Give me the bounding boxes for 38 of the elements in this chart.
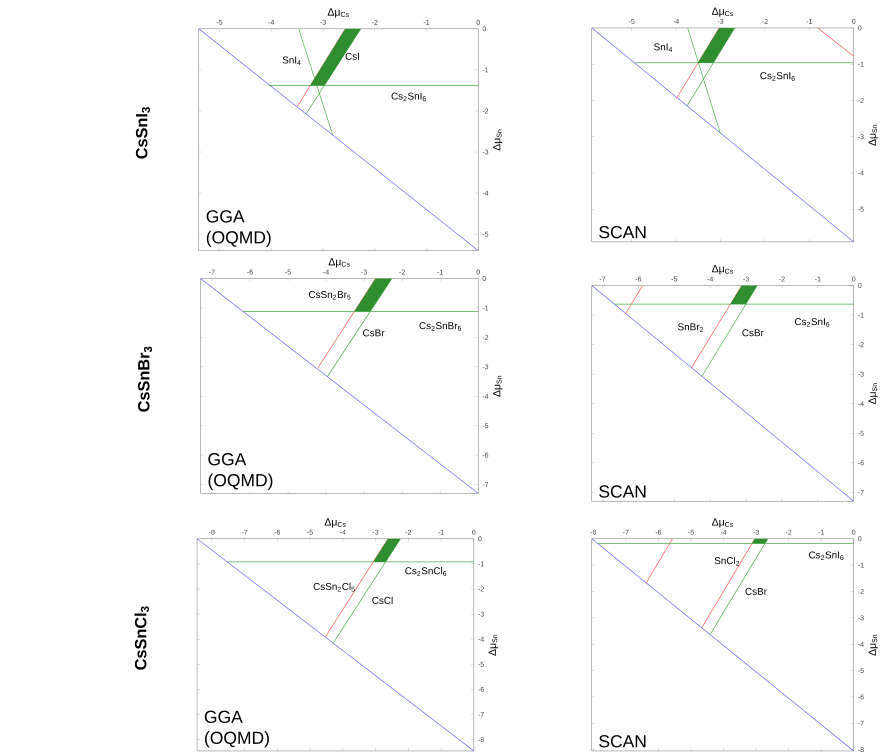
- x-axis-title: Δμ$_{Cs}$: [324, 518, 346, 528]
- annotation: SCAN: [599, 734, 646, 748]
- annotation: CsI: [346, 52, 359, 60]
- y-axis-title: Δμ$_{Sn}$: [868, 124, 878, 146]
- text: CsSnBr$_{3}$: [138, 346, 152, 412]
- y-axis-title: Δμ$_{Sn}$: [868, 634, 878, 656]
- y-axis-title: Δμ$_{Sn}$: [868, 383, 878, 404]
- y-axis-title: Δμ$_{Sn}$: [493, 129, 502, 150]
- x-axis-title: Δμ$_{Cs}$: [328, 8, 349, 18]
- annotation: Cs$_{2}$SnI$_{6}$: [809, 551, 844, 560]
- annotation: GGA (OQMD): [206, 210, 271, 247]
- y-axis-title: Δμ$_{Sn}$: [493, 376, 502, 397]
- annotation: SnI$_{4}$: [654, 43, 672, 52]
- annotation: CsSn$_{2}$Br$_{5}$: [308, 290, 351, 300]
- annotation: GGA (OQMD): [204, 710, 269, 748]
- annotation: SnI$_{4}$: [282, 56, 301, 65]
- x-axis-title: Δμ$_{Cs}$: [712, 264, 733, 274]
- annotation: CsBr: [363, 329, 384, 336]
- annotation: CsSn$_{2}$Cl$_{5}$: [314, 582, 355, 592]
- annotation: Cs$_{2}$SnI$_{6}$: [392, 92, 426, 101]
- annotation: CsBr: [742, 329, 764, 336]
- annotation: SCAN: [599, 226, 646, 238]
- annotation: CsCl: [372, 596, 393, 604]
- annotation: CsBr: [746, 588, 767, 595]
- annotation: Cs$_{2}$SnI$_{6}$: [760, 72, 795, 81]
- text: CsSnCl$_{3}$: [134, 606, 149, 670]
- x-axis-title: Δμ$_{Cs}$: [712, 518, 733, 528]
- text: CsSnI$_{3}$: [136, 106, 150, 158]
- y-axis-title: Δμ$_{Sn}$: [488, 634, 498, 656]
- annotation: Cs$_{2}$SnCl$_{6}$: [405, 566, 446, 576]
- annotation: Cs$_{2}$SnI$_{6}$: [794, 318, 830, 327]
- annotation: GGA (OQMD): [208, 452, 272, 490]
- annotation: Cs$_{2}$SnBr$_{6}$: [419, 322, 462, 331]
- x-axis-title: Δμ$_{Cs}$: [328, 258, 350, 268]
- annotation: SnBr$_{2}$: [678, 323, 704, 332]
- annotation: SnCl$_{2}$: [714, 556, 740, 566]
- x-axis-title: Δμ$_{Cs}$: [712, 7, 733, 16]
- annotation: SCAN: [599, 485, 646, 498]
